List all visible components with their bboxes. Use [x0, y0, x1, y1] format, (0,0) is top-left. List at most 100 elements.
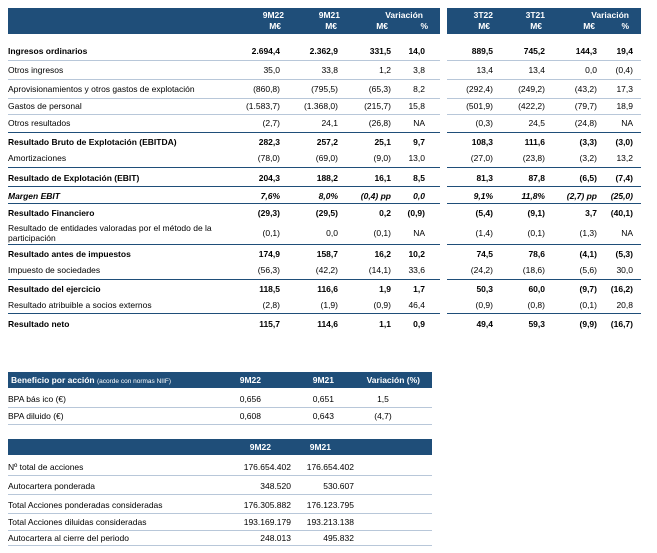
shares-row: Autocartera al cierre del periodo 248.013…	[8, 530, 432, 546]
cell-3t-1: 11,8%	[521, 190, 545, 201]
cell-9m-2: 16,2	[374, 248, 391, 259]
cell-9m-3: 3,8	[413, 64, 425, 75]
cell-3t-3: (3,0)	[615, 136, 633, 147]
cell-9m-1: 114,6	[317, 318, 338, 329]
cell-3t-0: 74,5	[476, 248, 493, 259]
cell-9m-0: 115,7	[259, 318, 280, 329]
row-label: Amortizaciones	[8, 153, 67, 163]
main-row: Resultado neto 115,7 114,6 1,1 0,9	[8, 313, 440, 333]
cell-3t-3: (0,4)	[615, 64, 633, 75]
cell-9m-0: 35,0	[263, 64, 280, 75]
shares-cell-0: 176.305.882	[243, 499, 291, 510]
shares-row: Total Acciones ponderadas consideradas 17…	[8, 496, 432, 514]
cell-9m-1: 0,0	[326, 227, 338, 238]
shares-cell-1: 193.213.138	[306, 516, 354, 527]
cell-3t-1: 60,0	[528, 283, 545, 294]
cell-3t-0: 13,4	[476, 64, 493, 75]
header-3t21: 3T21	[525, 10, 545, 20]
row-label: Otros ingresos	[8, 64, 64, 75]
cell-3t-1: (23,8)	[522, 153, 545, 163]
cell-3t-0: (501,9)	[466, 101, 493, 111]
cell-9m-0: (0,1)	[262, 227, 280, 238]
main-row: Resultado de entidades valoradas por el …	[8, 221, 440, 245]
cell-3t-1: (9,1)	[527, 208, 545, 218]
cell-3t-3: (40,1)	[610, 208, 633, 218]
cell-9m-1: 188,2	[316, 172, 338, 183]
row-label: Resultado de Explotación (EBIT)	[8, 172, 140, 183]
cell-3t-0: (0,3)	[475, 118, 493, 128]
row-label: Resultado del ejercicio	[8, 283, 101, 294]
main-row: Margen EBIT 7,6% 8,0% (0,4) pp 0,0	[8, 186, 440, 204]
cell-3t-1: 13,4	[528, 64, 545, 75]
main-row: Resultado de Explotación (EBIT) 204,3 188,…	[8, 167, 440, 187]
bpa-row-label: BPA diluido (€)	[8, 410, 64, 421]
row-label: Margen EBIT	[8, 190, 60, 201]
cell-3t-0: 9,1%	[473, 190, 493, 201]
shares-cell-1: 176.123.795	[306, 499, 354, 510]
cell-3t-0: 50,3	[476, 283, 493, 294]
cell-3t-0: 49,4	[476, 318, 493, 329]
cell-3t-0: 81,3	[476, 172, 493, 183]
bpa-cell-2: 1,5	[377, 393, 389, 404]
cell-9m-3: NA	[413, 118, 425, 128]
cell-9m-1: 33,8	[321, 64, 338, 75]
cell-9m-0: 2.694,4	[251, 45, 280, 56]
cell-9m-3: 8,5	[413, 172, 425, 183]
main-row: Otros ingresos 35,0 33,8 1,2 3,8	[8, 60, 440, 80]
cell-3t-1: 24,5	[528, 118, 545, 128]
shares-cell-0: 348.520	[260, 480, 291, 491]
shares-row: Autocartera ponderada 348.520 530.607	[8, 477, 432, 495]
cell-9m-0: (2,7)	[262, 118, 280, 128]
cell-3t-0: (1,4)	[475, 227, 493, 238]
cell-9m-1: 158,7	[316, 248, 338, 259]
shares-row-label: Nº total de acciones	[8, 461, 84, 472]
cell-9m-2: (65,3)	[368, 83, 391, 94]
cell-9m-0: 7,6%	[260, 190, 280, 201]
cell-9m-2: (14,1)	[368, 265, 391, 275]
cell-3t-0: 889,5	[471, 45, 493, 56]
cell-3t-2: (3,2)	[579, 153, 597, 163]
cell-3t-2: (6,5)	[579, 172, 597, 183]
shares-cell-1: 530.607	[323, 480, 354, 491]
bpa-row-label: BPA bás ico (€)	[8, 393, 66, 404]
cell-9m-1: (1,9)	[320, 299, 338, 310]
shares-row-label: Total Acciones diluidas consideradas	[8, 516, 147, 527]
cell-3t-2: 144,3	[575, 45, 597, 56]
main-row: Resultado Bruto de Explotación (EBITDA) 2…	[8, 132, 440, 150]
cell-3t-0: (0,9)	[475, 299, 493, 310]
quarter-row: (0,9) (0,8) (0,1) 20,8	[447, 296, 641, 314]
cell-3t-2: (9,9)	[579, 318, 597, 329]
cell-3t-3: 13,2	[616, 153, 633, 163]
row-label: Ingresos ordinarios	[8, 45, 88, 56]
quarter-row: (5,4) (9,1) 3,7 (40,1)	[447, 203, 641, 222]
cell-9m-2: 1,2	[379, 64, 391, 75]
bpa-note: (acorde con normas NIIF)	[96, 378, 172, 385]
cell-3t-0: (27,0)	[470, 153, 493, 163]
cell-3t-3: (16,7)	[610, 318, 633, 329]
shares-header-9m21: 9M21	[309, 442, 331, 452]
row-label: Resultado Bruto de Explotación (EBITDA)	[8, 136, 177, 147]
cell-3t-2: (1,3)	[579, 227, 597, 238]
unit-var-me-q: M€	[583, 21, 595, 31]
cell-9m-1: (42,2)	[315, 265, 338, 275]
cell-3t-3: (5,3)	[615, 248, 633, 259]
cell-9m-3: 9,7	[413, 136, 425, 147]
cell-9m-3: 0,9	[413, 318, 425, 329]
quarter-row: 108,3 111,6 (3,3) (3,0)	[447, 132, 641, 150]
bpa-title: Beneficio por acción (acorde con normas …	[11, 375, 231, 387]
quarter-row: (24,2) (18,6) (5,6) 30,0	[447, 261, 641, 280]
cell-3t-3: 20,8	[616, 299, 633, 310]
cell-9m-0: (1.583,7)	[245, 101, 280, 111]
cell-3t-1: (249,2)	[518, 83, 545, 94]
bpa-title-text: Beneficio por acción	[11, 375, 95, 385]
cell-9m-2: (0,4) pp	[360, 190, 391, 201]
shares-header: 9M22 9M21	[8, 439, 432, 455]
quarter-row: (27,0) (23,8) (3,2) 13,2	[447, 149, 641, 168]
cell-3t-3: (7,4)	[615, 172, 633, 183]
bpa-cell-2: (4,7)	[374, 410, 392, 421]
quarter-row: 9,1% 11,8% (2,7) pp (25,0)	[447, 186, 641, 204]
cell-3t-3: (16,2)	[610, 283, 633, 294]
quarter-row: 81,3 87,8 (6,5) (7,4)	[447, 167, 641, 187]
bpa-header-variacion: Variación (%)	[366, 375, 420, 385]
bpa-row: BPA diluido (€) 0,608 0,643 (4,7)	[8, 407, 432, 425]
